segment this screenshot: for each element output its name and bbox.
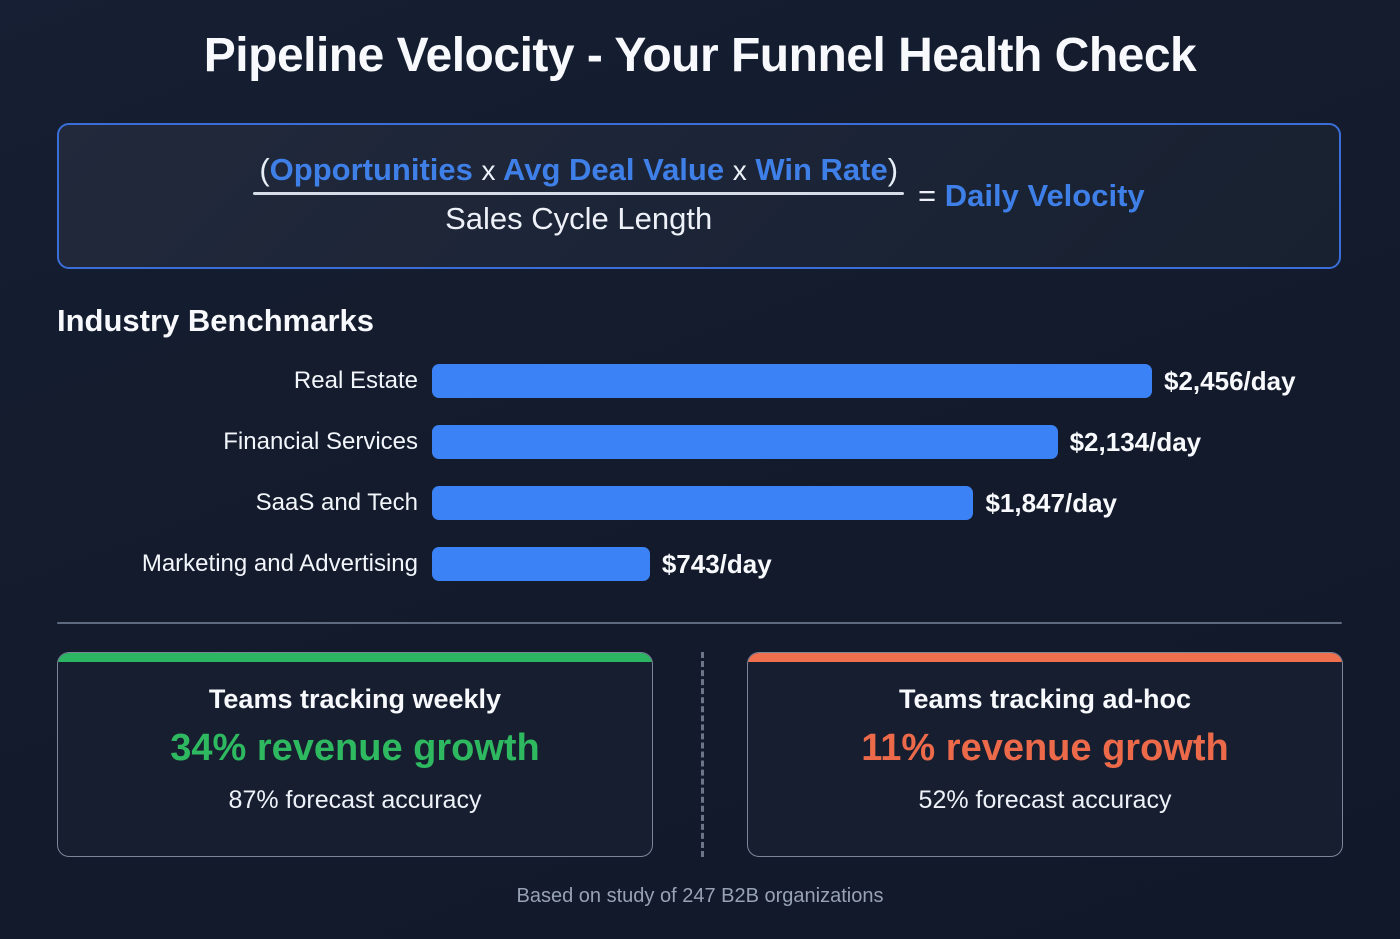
benchmark-value: $743/day [661, 548, 772, 579]
formula-numerator: (Opportunities x Avg Deal Value x Win Ra… [253, 152, 904, 192]
fraction-bar [253, 191, 905, 195]
benchmark-row: Marketing and Advertising $743/day [57, 543, 1347, 604]
card-accent-bar-green [58, 653, 652, 662]
card-teams-tracking-weekly: Teams tracking weekly 34% revenue growth… [57, 652, 653, 857]
benchmark-bar-fill [432, 364, 1152, 398]
card-body-right: Teams tracking ad-hoc 11% revenue growth… [748, 662, 1342, 815]
card-title-right: Teams tracking ad-hoc [898, 684, 1192, 714]
benchmark-bar-fill [432, 547, 650, 581]
formula-box: (Opportunities x Avg Deal Value x Win Ra… [57, 123, 1341, 269]
card-stat-left: 34% revenue growth [170, 727, 540, 769]
benchmark-label: Financial Services [223, 428, 418, 455]
formula-result-label: Daily Velocity [944, 178, 1145, 213]
benchmarks-chart: Real Estate $2,456/day Financial Services $… [57, 360, 1347, 604]
section-divider [57, 622, 1342, 624]
card-subtext-left: 87% forecast accuracy [228, 786, 482, 814]
benchmark-bar-track: $2,456/day [432, 360, 1296, 402]
formula-term-avg-deal-value: Avg Deal Value [502, 151, 725, 187]
benchmark-bar-track: $2,134/day [432, 421, 1201, 463]
benchmark-row: SaaS and Tech $1,847/day [57, 482, 1347, 543]
benchmark-bar-fill [432, 425, 1058, 459]
card-title-left: Teams tracking weekly [208, 684, 502, 714]
benchmark-label: Real Estate [293, 367, 418, 394]
formula-term-opportunities: Opportunities [269, 151, 473, 187]
benchmark-value: $2,134/day [1069, 426, 1202, 457]
cards-vertical-divider [701, 652, 704, 857]
formula-term-win-rate: Win Rate [755, 151, 888, 187]
card-subtext-right: 52% forecast accuracy [918, 786, 1172, 814]
formula-fraction: (Opportunities x Avg Deal Value x Win Ra… [253, 152, 905, 237]
benchmark-value: $2,456/day [1164, 365, 1296, 396]
benchmarks-heading: Industry Benchmarks [57, 303, 374, 338]
formula-operator-1: x [481, 154, 496, 186]
formula-close-paren: ) [887, 151, 899, 187]
formula-equals-sign: = [918, 178, 937, 213]
benchmark-label: SaaS and Tech [255, 489, 418, 516]
card-stat-right: 11% revenue growth [861, 727, 1229, 769]
card-body-left: Teams tracking weekly 34% revenue growth… [58, 662, 652, 815]
footer-note: Based on study of 247 B2B organizations [516, 885, 884, 907]
benchmark-label: Marketing and Advertising [141, 550, 418, 577]
benchmark-row: Financial Services $2,134/day [57, 421, 1347, 482]
comparison-cards: Teams tracking weekly 34% revenue growth… [57, 652, 1343, 857]
formula-operator-2: x [732, 154, 747, 186]
formula-expression: (Opportunities x Avg Deal Value x Win Ra… [253, 152, 1145, 237]
benchmark-bar-fill [432, 486, 974, 520]
card-teams-tracking-adhoc: Teams tracking ad-hoc 11% revenue growth… [747, 652, 1343, 857]
formula-result: = Daily Velocity [918, 178, 1145, 214]
benchmark-row: Real Estate $2,456/day [57, 360, 1347, 421]
benchmark-value: $1,847/day [985, 487, 1118, 518]
formula-denominator: Sales Cycle Length [445, 200, 713, 236]
card-accent-bar-red [748, 653, 1342, 662]
benchmark-bar-track: $743/day [432, 543, 772, 585]
formula-open-paren: ( [259, 151, 270, 187]
benchmark-bar-track: $1,847/day [432, 482, 1117, 524]
page-title: Pipeline Velocity - Your Funnel Health C… [203, 29, 1197, 82]
